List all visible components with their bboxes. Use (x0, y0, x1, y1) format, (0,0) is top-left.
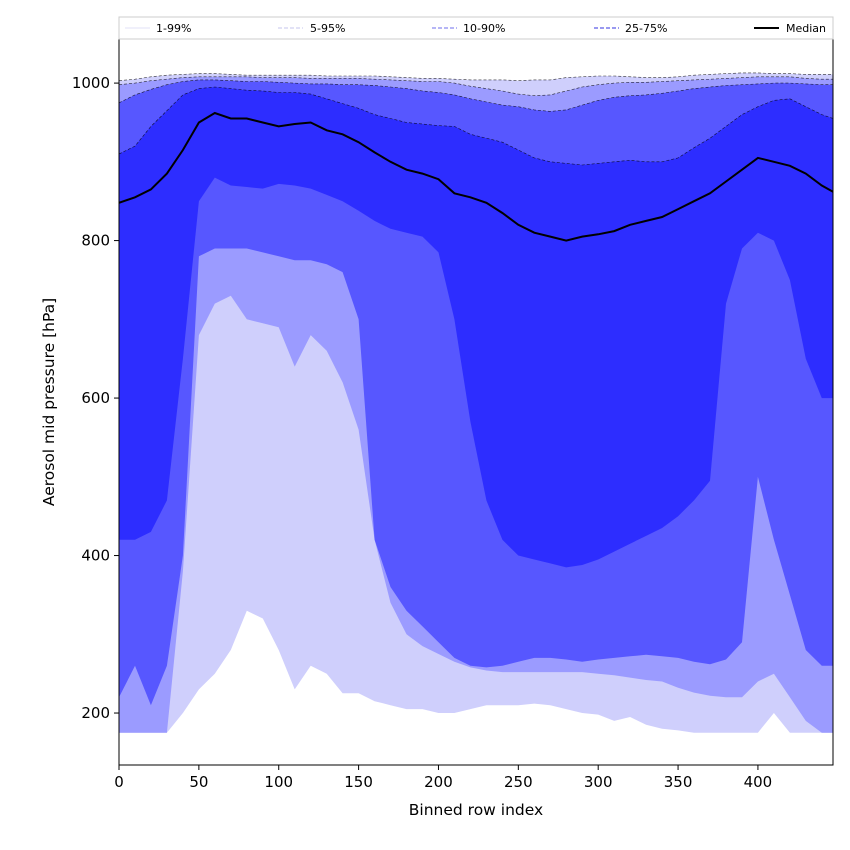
legend-label: 5-95% (310, 22, 345, 35)
y-tick-label: 1000 (72, 74, 110, 92)
x-tick-label: 0 (114, 773, 124, 791)
y-tick-label: 200 (81, 704, 110, 722)
percentile-bands (119, 72, 833, 733)
x-tick-label: 350 (664, 773, 693, 791)
median-line (119, 111, 833, 242)
y-axis-title: Aerosol mid pressure [hPa] (40, 298, 58, 506)
y-tick-label: 400 (81, 547, 110, 565)
x-tick-label: 200 (424, 773, 453, 791)
legend-frame (118, 16, 834, 40)
legend-label: 1-99% (156, 22, 191, 35)
band-upper-edge-1-99 (119, 72, 833, 82)
band-upper-edge-25-75 (119, 86, 833, 166)
legend-label: 25-75% (625, 22, 667, 35)
median-line-group (119, 111, 833, 242)
x-axis-title: Binned row index (409, 801, 543, 819)
x-tick-label: 150 (344, 773, 373, 791)
legend: 1-99% 5-95% 10-90% 25-75% Median (118, 16, 834, 40)
band-upper-edge-10-90 (119, 79, 833, 112)
y-axis: 200 400 600 800 1000 (72, 74, 119, 722)
y-tick-label: 600 (81, 389, 110, 407)
x-axis: 0 50 100 150 200 250 300 350 400 (114, 765, 772, 791)
x-tick-label: 300 (584, 773, 613, 791)
x-tick-label: 250 (504, 773, 533, 791)
legend-label: 10-90% (463, 22, 505, 35)
band-upper-edge-5-95 (119, 76, 833, 97)
x-tick-label: 400 (744, 773, 773, 791)
x-tick-label: 100 (264, 773, 293, 791)
y-tick-label: 800 (81, 232, 110, 250)
x-tick-label: 50 (189, 773, 208, 791)
legend-label: Median (786, 22, 826, 35)
band-25-to-75 (119, 87, 833, 568)
